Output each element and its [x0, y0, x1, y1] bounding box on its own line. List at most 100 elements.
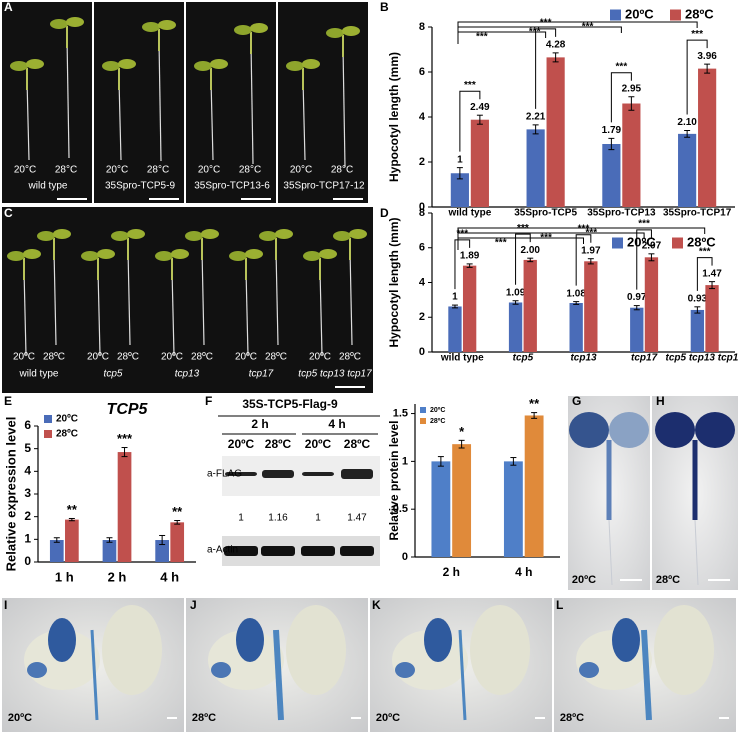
y-tick-label: 1.5 [393, 407, 408, 419]
y-tick-label: 2 [419, 156, 425, 168]
cotyledon [53, 229, 71, 239]
cotyledon [342, 26, 360, 36]
bar [450, 173, 469, 207]
legend-swatch [44, 415, 52, 423]
cotyledon [102, 61, 120, 71]
label: 28°C [239, 165, 261, 176]
label: 35S-TCP5-Flag-9 [242, 397, 338, 411]
label: a-Actin [207, 545, 238, 556]
cotyledon [245, 249, 263, 259]
bar [170, 522, 185, 562]
y-tick-label: 6 [419, 242, 425, 254]
x-tick-label: 35Spro-TCP17 [663, 208, 732, 219]
root [118, 79, 122, 161]
photo [94, 2, 184, 203]
cotyledon [234, 25, 252, 35]
label: 28ºC [560, 712, 584, 724]
significance-bracket [459, 90, 481, 152]
label: 28ºC [191, 352, 213, 363]
significance-bracket [457, 31, 547, 44]
significance: *** [691, 29, 703, 40]
bar [470, 119, 489, 207]
significance-bracket [535, 28, 557, 109]
label: tcp13 [175, 369, 200, 380]
bar [678, 133, 697, 207]
bar [431, 461, 451, 557]
bar [462, 265, 477, 352]
cotyledon [275, 229, 293, 239]
stain [579, 662, 599, 678]
label: 20°C [290, 165, 312, 176]
x-tick-label: 1 h [55, 569, 74, 584]
stain [90, 629, 99, 721]
x-tick-label: wild type [447, 208, 491, 219]
significance: *** [456, 229, 468, 240]
stain [395, 662, 415, 678]
root [275, 249, 279, 346]
x-tick-label: wild type [440, 353, 484, 364]
cotyledon [81, 251, 99, 261]
significance: ** [529, 396, 540, 411]
significance: *** [616, 61, 628, 72]
legend-swatch [612, 237, 623, 249]
label: 20ºC [572, 574, 596, 586]
cotyledon [23, 249, 41, 259]
ratio-label: 2.95 [622, 83, 642, 94]
y-axis-label: Relative protein level [387, 420, 401, 540]
root [53, 249, 57, 346]
label: 20°C [198, 165, 220, 176]
label: 28ºC [265, 437, 292, 451]
cotyledon [229, 251, 247, 261]
band [301, 546, 335, 556]
label: 28ºC [117, 352, 139, 363]
ratio-label: 1.97 [581, 245, 601, 256]
bar [524, 415, 544, 557]
root [608, 519, 613, 586]
label: 28ºC [43, 352, 65, 363]
legend-label: 28ºC [430, 418, 445, 425]
y-tick-label: 4 [419, 111, 426, 123]
label: 28ºC [265, 352, 287, 363]
chart-title: TCP5 [107, 401, 149, 418]
cotyledon [111, 231, 129, 241]
legend-label: 20ºC [56, 414, 78, 425]
y-tick-label: 2 [24, 509, 31, 523]
y-tick-label: 4 [419, 276, 426, 288]
panel-letter: K [372, 598, 381, 612]
x-tick-label: 2 h [108, 569, 127, 584]
ratio-label: 2.07 [642, 240, 662, 251]
label: 20ºC [305, 437, 332, 451]
y-tick-label: 0.5 [393, 503, 408, 515]
cotyledon [569, 412, 609, 448]
significance: *** [578, 223, 590, 234]
label: wild type [19, 369, 59, 380]
label: 35Spro-TCP13-6 [194, 181, 270, 192]
root [66, 37, 70, 159]
cotyledon [37, 231, 55, 241]
label: 20ºC [8, 712, 32, 724]
bar [546, 57, 565, 207]
cotyledon [349, 229, 367, 239]
bar [102, 540, 117, 562]
bar [705, 285, 719, 352]
legend-label: 28ºC [685, 6, 714, 21]
bar [584, 261, 598, 352]
label: a-FLAG [207, 469, 242, 480]
label: 20°C [106, 165, 128, 176]
y-tick-label: 0 [419, 346, 425, 358]
bar [644, 257, 659, 352]
panel-letter: F [205, 394, 212, 408]
root [23, 269, 27, 356]
y-tick-label: 8 [419, 21, 425, 33]
ratio-label: 4.28 [546, 40, 566, 51]
cotyledon [250, 23, 268, 33]
root [245, 269, 249, 356]
label: 28°C [147, 165, 169, 176]
cotyledon [142, 22, 160, 32]
stain [458, 629, 467, 721]
y-tick-label: 1 [402, 455, 408, 467]
leaf [654, 605, 714, 695]
significance: ** [172, 504, 183, 519]
y-tick-label: 0 [402, 551, 408, 563]
legend-label: 20ºC [625, 6, 654, 21]
